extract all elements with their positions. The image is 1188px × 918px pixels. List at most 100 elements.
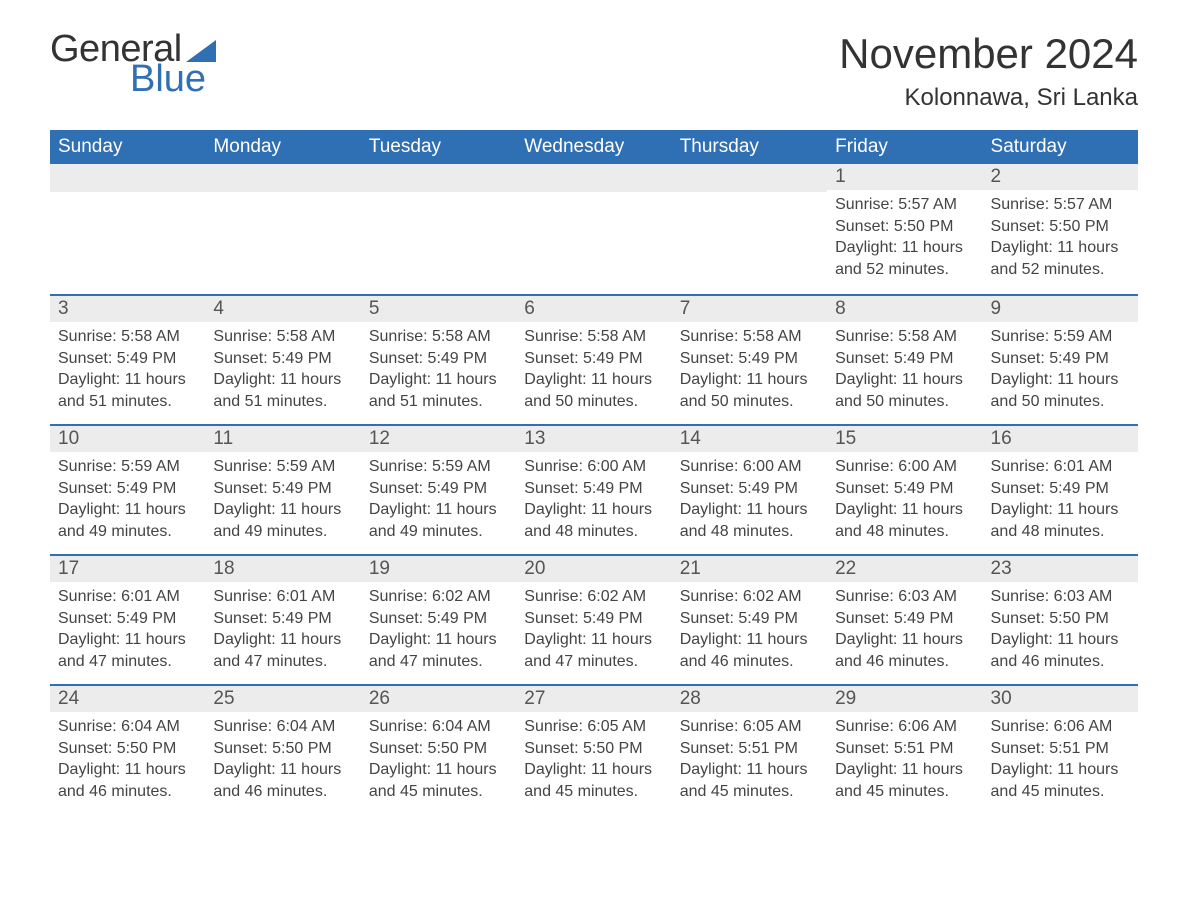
detail-value: 5:49 PM <box>894 610 954 627</box>
brand-logo: General Blue <box>50 30 216 98</box>
detail-label: Daylight: <box>58 761 125 778</box>
day-details: Sunrise: 6:00 AMSunset: 5:49 PMDaylight:… <box>516 452 671 542</box>
detail-label: Sunset: <box>524 480 583 497</box>
day-cell: 24Sunrise: 6:04 AMSunset: 5:50 PMDayligh… <box>50 684 205 814</box>
detail-label: Daylight: <box>835 239 902 256</box>
day-number: 30 <box>983 684 1138 712</box>
day-details: Sunrise: 6:05 AMSunset: 5:50 PMDaylight:… <box>516 712 671 802</box>
detail-value: 5:59 AM <box>121 458 180 475</box>
detail-value: 6:04 AM <box>432 718 491 735</box>
day-number: 5 <box>361 294 516 322</box>
detail-value: 6:03 AM <box>898 588 957 605</box>
detail-label: Daylight: <box>369 761 436 778</box>
detail-label: Daylight: <box>680 631 747 648</box>
detail-label: Sunset: <box>213 740 272 757</box>
detail-label: Sunrise: <box>991 718 1054 735</box>
detail-label: Daylight: <box>680 501 747 518</box>
detail-value: 6:02 AM <box>432 588 491 605</box>
day-details: Sunrise: 6:06 AMSunset: 5:51 PMDaylight:… <box>827 712 982 802</box>
detail-value: 5:49 PM <box>738 350 798 367</box>
detail-value: 6:00 AM <box>743 458 802 475</box>
detail-label: Sunrise: <box>58 328 121 345</box>
day-details: Sunrise: 5:58 AMSunset: 5:49 PMDaylight:… <box>827 322 982 412</box>
detail-label: Sunrise: <box>835 588 898 605</box>
detail-value: 5:59 AM <box>1054 328 1113 345</box>
brand-word2: Blue <box>130 60 216 98</box>
detail-value: 6:05 AM <box>587 718 646 735</box>
detail-value: 5:49 PM <box>272 610 332 627</box>
day-number: 6 <box>516 294 671 322</box>
detail-value: 6:02 AM <box>743 588 802 605</box>
detail-label: Daylight: <box>991 631 1058 648</box>
detail-label: Daylight: <box>213 501 280 518</box>
day-details: Sunrise: 5:58 AMSunset: 5:49 PMDaylight:… <box>361 322 516 412</box>
detail-value: 6:03 AM <box>1054 588 1113 605</box>
detail-value: 5:49 PM <box>272 350 332 367</box>
detail-value: 5:50 PM <box>1049 610 1109 627</box>
detail-label: Daylight: <box>58 501 125 518</box>
detail-value: 5:58 AM <box>743 328 802 345</box>
detail-value: 5:49 PM <box>894 480 954 497</box>
day-details: Sunrise: 6:04 AMSunset: 5:50 PMDaylight:… <box>361 712 516 802</box>
day-cell: 7Sunrise: 5:58 AMSunset: 5:49 PMDaylight… <box>672 294 827 424</box>
detail-value: 5:58 AM <box>277 328 336 345</box>
detail-label: Daylight: <box>213 371 280 388</box>
day-cell: 30Sunrise: 6:06 AMSunset: 5:51 PMDayligh… <box>983 684 1138 814</box>
day-number: 9 <box>983 294 1138 322</box>
detail-label: Sunrise: <box>835 718 898 735</box>
detail-label: Sunset: <box>524 610 583 627</box>
detail-label: Daylight: <box>524 371 591 388</box>
day-cell: 9Sunrise: 5:59 AMSunset: 5:49 PMDaylight… <box>983 294 1138 424</box>
detail-value: 5:49 PM <box>738 610 798 627</box>
detail-value: 5:58 AM <box>898 328 957 345</box>
detail-value: 6:04 AM <box>121 718 180 735</box>
detail-value: 5:51 PM <box>1049 740 1109 757</box>
calendar-page: General Blue November 2024 Kolonnawa, Sr… <box>0 0 1188 918</box>
day-number: 15 <box>827 424 982 452</box>
day-details: Sunrise: 5:59 AMSunset: 5:49 PMDaylight:… <box>50 452 205 542</box>
detail-value: 5:49 PM <box>738 480 798 497</box>
day-cell: 5Sunrise: 5:58 AMSunset: 5:49 PMDaylight… <box>361 294 516 424</box>
weekday-header: Wednesday <box>516 130 671 164</box>
detail-label: Sunrise: <box>991 588 1054 605</box>
day-cell: 29Sunrise: 6:06 AMSunset: 5:51 PMDayligh… <box>827 684 982 814</box>
detail-value: 5:49 PM <box>894 350 954 367</box>
detail-label: Sunrise: <box>991 458 1054 475</box>
detail-label: Daylight: <box>369 501 436 518</box>
detail-label: Sunset: <box>58 350 117 367</box>
detail-label: Sunrise: <box>58 588 121 605</box>
day-cell: 27Sunrise: 6:05 AMSunset: 5:50 PMDayligh… <box>516 684 671 814</box>
location-subtitle: Kolonnawa, Sri Lanka <box>839 84 1138 112</box>
weekday-header: Sunday <box>50 130 205 164</box>
day-details: Sunrise: 6:06 AMSunset: 5:51 PMDaylight:… <box>983 712 1138 802</box>
detail-label: Sunset: <box>58 610 117 627</box>
detail-label: Sunset: <box>680 350 739 367</box>
detail-label: Sunset: <box>524 740 583 757</box>
detail-value: 5:49 PM <box>428 480 488 497</box>
week-row: 3Sunrise: 5:58 AMSunset: 5:49 PMDaylight… <box>50 294 1138 424</box>
day-cell: 21Sunrise: 6:02 AMSunset: 5:49 PMDayligh… <box>672 554 827 684</box>
day-number: 20 <box>516 554 671 582</box>
weekday-header-row: SundayMondayTuesdayWednesdayThursdayFrid… <box>50 130 1138 164</box>
detail-label: Sunset: <box>213 610 272 627</box>
detail-label: Sunrise: <box>835 196 898 213</box>
day-details: Sunrise: 6:01 AMSunset: 5:49 PMDaylight:… <box>50 582 205 672</box>
detail-value: 5:49 PM <box>583 480 643 497</box>
detail-label: Sunset: <box>58 480 117 497</box>
day-cell: 26Sunrise: 6:04 AMSunset: 5:50 PMDayligh… <box>361 684 516 814</box>
day-number: 28 <box>672 684 827 712</box>
weekday-header: Thursday <box>672 130 827 164</box>
detail-label: Daylight: <box>991 761 1058 778</box>
detail-label: Sunrise: <box>213 328 276 345</box>
day-number: 8 <box>827 294 982 322</box>
detail-label: Sunrise: <box>835 458 898 475</box>
day-details: Sunrise: 6:02 AMSunset: 5:49 PMDaylight:… <box>672 582 827 672</box>
day-number: 14 <box>672 424 827 452</box>
detail-value: 5:50 PM <box>583 740 643 757</box>
week-row: 10Sunrise: 5:59 AMSunset: 5:49 PMDayligh… <box>50 424 1138 554</box>
detail-label: Sunrise: <box>213 718 276 735</box>
detail-label: Sunset: <box>991 218 1050 235</box>
weekday-header: Monday <box>205 130 360 164</box>
detail-label: Sunset: <box>524 350 583 367</box>
detail-label: Sunrise: <box>213 588 276 605</box>
